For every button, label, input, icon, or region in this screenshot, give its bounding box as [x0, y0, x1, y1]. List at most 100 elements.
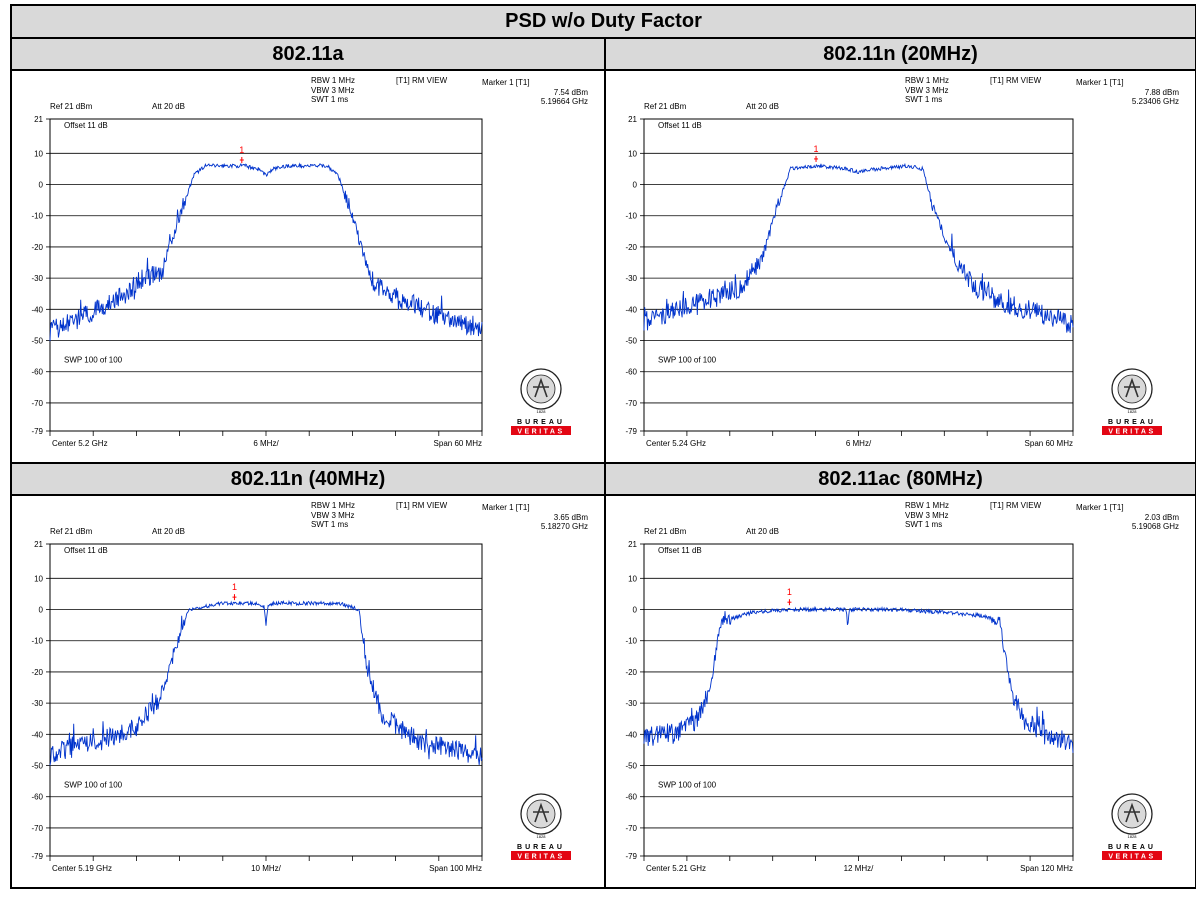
marker-level: 3.65 dBm — [554, 513, 589, 522]
center-frequency: Center 5.2 GHz — [52, 439, 108, 448]
vbw-label: VBW 3 MHz — [905, 511, 949, 520]
y-tick-label: 0 — [39, 606, 44, 615]
frequency-per-division: 6 MHz/ — [253, 439, 279, 448]
logo-red-band — [1102, 851, 1162, 860]
marker-number: 1 — [239, 145, 244, 155]
logo-seal-figure — [533, 802, 549, 823]
logo-red-band — [1102, 426, 1162, 435]
plot-frame — [643, 543, 1074, 857]
plot-frame — [49, 543, 483, 857]
y-tick-label: -50 — [625, 337, 637, 346]
y-tick-label: -10 — [625, 637, 637, 646]
view-label: [T1] RM VIEW — [396, 501, 448, 510]
spectrum-plot-4: 21 10 0 -10 -20 -30 -40 -50 -60 -70 -79 RBW 1 MHzVB… — [625, 501, 1180, 873]
logo-seal-figure — [1124, 802, 1140, 823]
center-frequency: Center 5.19 GHz — [52, 864, 112, 873]
rbw-label: RBW 1 MHz — [311, 76, 355, 85]
y-tick-label: -10 — [31, 212, 43, 221]
frequency-per-division: 12 MHz/ — [844, 864, 875, 873]
y-tick-label: -30 — [31, 699, 43, 708]
logo-text-veritas: VERITAS — [517, 429, 564, 436]
marker-number: 1 — [814, 144, 819, 154]
logo-text-veritas: VERITAS — [517, 854, 564, 861]
marker-level: 7.54 dBm — [554, 88, 589, 97]
panel-title-2: 802.11n (20MHz) — [603, 37, 1196, 71]
logo-year: 1828 — [1128, 834, 1138, 839]
marker-number: 1 — [232, 582, 237, 592]
y-tick-label: -70 — [31, 399, 43, 408]
reference-level: Ref 21 dBm — [50, 102, 93, 111]
offset-label: Offset 11 dB — [64, 546, 108, 555]
y-tick-label: -70 — [31, 824, 43, 833]
y-tick-label: -50 — [31, 337, 43, 346]
y-tick-label: -79 — [625, 427, 637, 436]
reference-level: Ref 21 dBm — [644, 102, 687, 111]
sweep-count: SWP 100 of 100 — [64, 355, 123, 364]
spectrum-trace — [49, 599, 483, 766]
y-tick-label: -30 — [625, 699, 637, 708]
logo-seal-figure — [533, 377, 549, 398]
logo-text-bureau: BUREAU — [517, 844, 565, 851]
plot-frame — [643, 118, 1074, 432]
y-tick-label: -50 — [625, 762, 637, 771]
span-label: Span 100 MHz — [429, 864, 482, 873]
rbw-label: RBW 1 MHz — [905, 76, 949, 85]
y-tick-label: 10 — [628, 574, 637, 583]
y-tick-label: -10 — [625, 212, 637, 221]
rbw-label: RBW 1 MHz — [311, 501, 355, 510]
y-tick-label: 21 — [628, 540, 637, 549]
plot-frame — [49, 118, 483, 432]
spectrum-trace — [643, 162, 1074, 333]
y-tick-label: -20 — [31, 668, 43, 677]
y-tick-label: -10 — [31, 637, 43, 646]
y-tick-label: 10 — [34, 574, 43, 583]
attenuation: Att 20 dB — [152, 102, 185, 111]
marker-header: Marker 1 [T1] — [482, 503, 530, 512]
page-title: PSD w/o Duty Factor — [9, 4, 1196, 39]
sweep-count: SWP 100 of 100 — [658, 780, 717, 789]
vbw-label: VBW 3 MHz — [311, 86, 355, 95]
y-tick-label: -30 — [31, 274, 43, 283]
y-tick-label: 21 — [34, 115, 43, 124]
y-tick-label: -79 — [31, 852, 43, 861]
bureau-veritas-logo: 1828 BUREAU VERITAS — [511, 793, 571, 861]
marker-header: Marker 1 [T1] — [1076, 78, 1124, 87]
sweep-count: SWP 100 of 100 — [64, 780, 123, 789]
view-label: [T1] RM VIEW — [990, 501, 1042, 510]
center-frequency: Center 5.24 GHz — [646, 439, 706, 448]
y-tick-label: -60 — [625, 368, 637, 377]
logo-text-bureau: BUREAU — [1108, 419, 1156, 426]
logo-text-bureau: BUREAU — [1108, 844, 1156, 851]
marker-frequency: 5.19068 GHz — [1132, 522, 1179, 531]
panel-title-1: 802.11a — [10, 37, 606, 71]
sweep-count: SWP 100 of 100 — [658, 355, 717, 364]
spectrum-plot-cell-4: 21 10 0 -10 -20 -30 -40 -50 -60 -70 -79 RBW 1 MHz VB… — [603, 494, 1196, 889]
attenuation: Att 20 dB — [746, 102, 779, 111]
logo-text-veritas: VERITAS — [1108, 854, 1155, 861]
logo-seal-inner — [526, 799, 556, 829]
attenuation: Att 20 dB — [152, 527, 185, 536]
marker-level: 2.03 dBm — [1145, 513, 1180, 522]
logo-year: 1828 — [537, 409, 547, 414]
y-tick-label: 21 — [628, 115, 637, 124]
reference-level: Ref 21 dBm — [50, 527, 93, 536]
reference-level: Ref 21 dBm — [644, 527, 687, 536]
logo-text-bureau: BUREAU — [517, 419, 565, 426]
rbw-label: RBW 1 MHz — [905, 501, 949, 510]
swt-label: SWT 1 ms — [311, 95, 348, 104]
spectrum-trace — [49, 162, 483, 342]
y-tick-label: -30 — [625, 274, 637, 283]
offset-label: Offset 11 dB — [658, 546, 702, 555]
spectrum-plot-cell-2: 21 10 0 -10 -20 -30 -40 -50 -60 -70 -79 RBW 1 MHz VB… — [603, 69, 1196, 464]
bureau-veritas-logo: 1828 BUREAU VERITAS — [511, 368, 571, 436]
span-label: Span 60 MHz — [1025, 439, 1073, 448]
panel-title-4: 802.11ac (80MHz) — [603, 462, 1196, 496]
offset-label: Offset 11 dB — [658, 121, 702, 130]
logo-red-band — [511, 426, 571, 435]
y-tick-label: -20 — [31, 243, 43, 252]
logo-year: 1828 — [537, 834, 547, 839]
view-label: [T1] RM VIEW — [396, 76, 448, 85]
y-tick-label: 21 — [34, 540, 43, 549]
y-tick-label: 10 — [628, 149, 637, 158]
y-tick-label: -70 — [625, 824, 637, 833]
